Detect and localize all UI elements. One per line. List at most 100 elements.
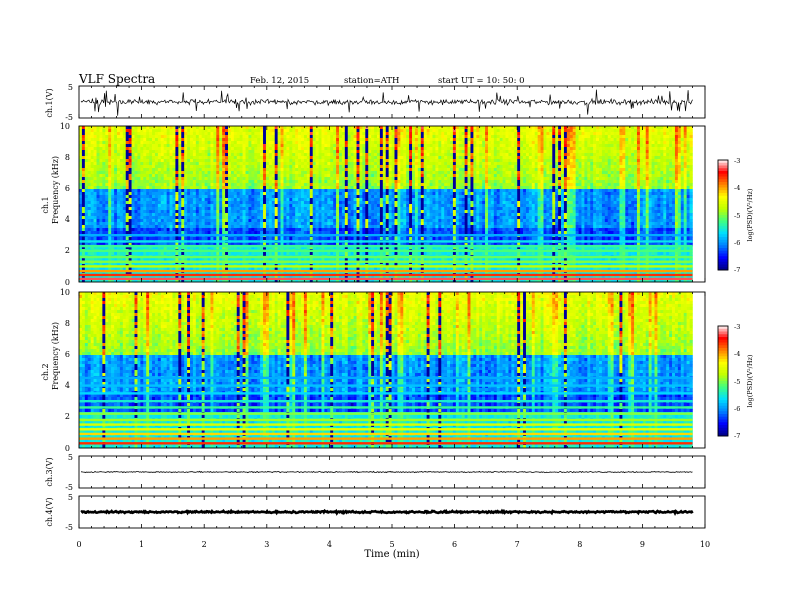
spectrogram-cell [263,174,267,178]
spectrogram-cell [181,171,185,175]
spectrogram-cell [152,195,156,199]
spectrogram-cell [631,147,635,151]
spectrogram-cell [543,168,547,172]
spectrogram-cell [350,183,354,187]
spectrogram-cell [225,192,229,196]
spectrogram-cell [578,132,582,136]
spectrogram-cell [508,147,512,151]
spectrogram-cell [587,180,591,184]
spectrogram-cell [476,165,480,169]
spectrogram-cell [207,129,211,133]
spectrogram-cell [461,195,465,199]
spectrogram-cell [99,177,103,181]
spectrogram-cell [523,150,527,154]
spectrogram-cell [350,150,354,154]
spectrogram-cell [636,126,641,130]
spectrogram-cell [674,156,679,160]
spectrogram-cell [306,147,311,151]
spectrogram-cell [154,177,159,181]
spectrogram-cell [572,138,576,142]
spectrogram-cell [511,135,515,139]
spectrogram-cell [359,138,363,142]
spectrogram-cell [198,168,202,172]
spectrogram-cell [490,147,495,151]
spectrogram-cell [599,174,603,178]
spectrogram-cell [274,195,278,199]
spectrogram-cell [382,141,387,145]
spectrogram-cell [409,162,413,166]
spectrogram-cell [563,162,568,166]
spectrogram-cell [356,141,360,145]
spectrogram-cell [622,192,626,196]
spectrogram-cell [645,177,649,181]
spectrogram-cell [143,189,147,193]
spectrogram-cell [301,153,305,157]
spectrogram-cell [312,144,316,148]
spectrogram-cell [669,192,673,196]
spectrogram-cell [601,144,606,148]
spectrogram-cell [394,171,398,175]
spectrogram-cell [105,150,109,154]
spectrogram-cell [116,132,121,136]
spectrogram-cell [295,189,299,193]
spectrogram-cell [157,162,162,166]
spectrogram-cell [207,153,211,157]
spectrogram-cell [523,177,527,181]
spectrogram-cell [593,180,597,184]
spectrogram-cell [397,126,401,130]
spectrogram-cell [295,159,299,163]
spectrogram-cell [517,147,521,151]
spectrogram-cell [622,150,626,154]
spectrogram-cell [379,156,384,160]
spectrogram-cell [572,147,576,151]
spectrogram-cell [505,138,509,142]
spectrogram-cell [517,189,521,193]
spectrogram-cell [225,141,229,145]
spectrogram-cell [528,168,533,172]
spectrogram-cell [540,141,544,145]
spectrogram-cell [312,174,316,178]
spectrogram-cell [569,156,573,160]
spectrogram-cell [639,156,644,160]
spectrogram-cell [528,135,533,139]
spectrogram-cell [102,183,106,187]
spectrogram-cell [409,159,413,163]
spectrogram-cell [482,156,486,160]
spectrogram-cell [674,174,679,178]
spectrogram-cell [686,126,690,130]
spectrogram-cell [391,141,395,145]
spectrogram-cell [195,195,200,199]
spectrogram-cell [301,177,305,181]
spectrogram-cell [362,165,366,169]
spectrogram-cell [254,171,258,175]
spectrogram-cell [277,177,281,181]
spectrogram-cell [604,162,609,166]
spectrogram-cell [230,192,235,196]
spectrogram-cell [409,126,413,130]
spectrogram-cell [306,177,311,181]
spectrogram-cell [613,141,617,145]
spectrogram-cell [412,168,416,172]
spectrogram-cell [350,135,354,139]
spectrogram-cell [575,168,579,172]
spectrogram-cell [517,141,521,145]
spectrogram-cell [482,171,486,175]
spectrogram-cell [81,153,86,157]
spectrogram-cell [487,147,492,151]
spectrogram-cell [388,141,392,145]
spectrogram-cell [441,135,445,139]
spectrogram-cell [654,141,658,145]
spectrogram-cell [666,171,670,175]
spectrogram-cell [108,135,112,139]
spectrogram-cell [689,192,693,196]
spectrogram-cell [636,180,641,184]
spectrogram-cell [444,141,448,145]
spectrogram-cell [227,195,232,199]
spectrogram-cell [365,162,369,166]
spectrogram-cell [298,159,302,163]
spectrogram-cell [452,165,457,169]
spectrogram-cell [190,177,194,181]
spectrogram-cell [210,180,214,184]
spectrogram-cell [239,195,243,199]
spectrogram-cell [613,156,617,160]
